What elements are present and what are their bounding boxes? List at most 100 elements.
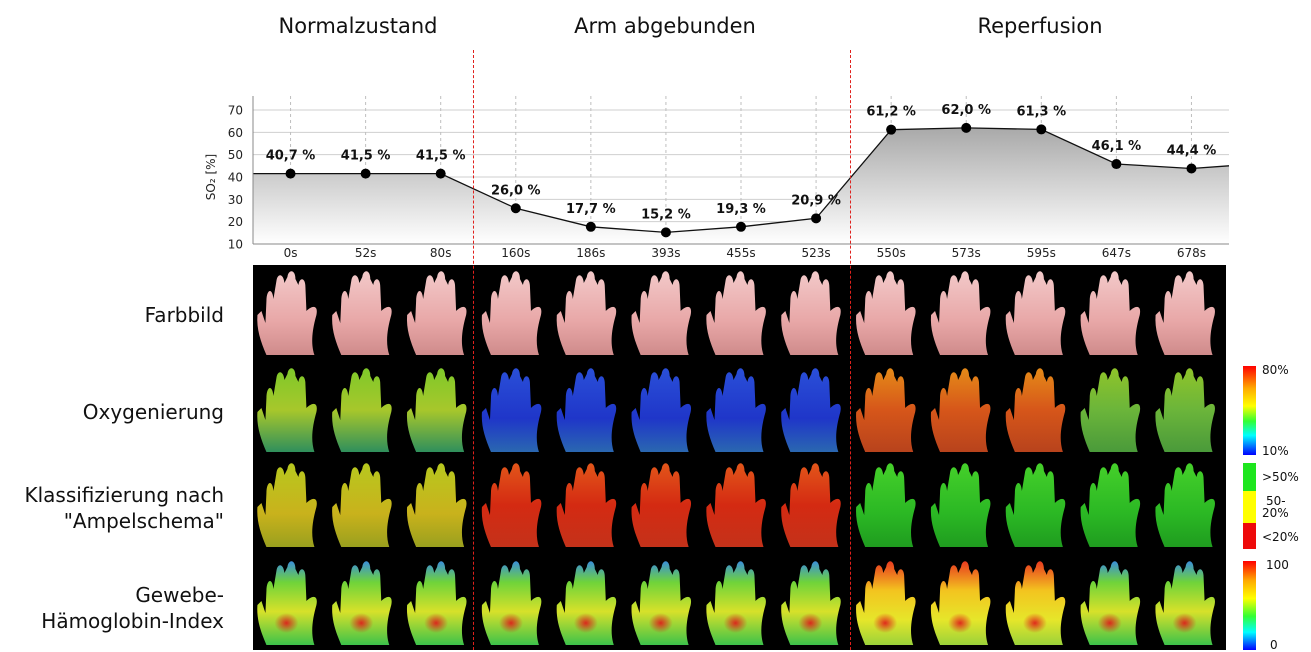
data-label: 19,3 % <box>716 202 766 217</box>
x-tick-label: 523s <box>801 246 830 260</box>
hand-image-grid <box>253 265 1226 650</box>
x-tick-label: 80s <box>430 246 452 260</box>
hand-image-haemoglobin <box>1155 561 1215 645</box>
oxy-scale-bottom: 10% <box>1262 444 1289 458</box>
x-tick-label: 186s <box>576 246 605 260</box>
hand-image-ampel <box>930 463 991 547</box>
data-label: 40,7 % <box>266 149 316 164</box>
hand-image-haemoglobin <box>631 561 692 645</box>
hand-image-haemoglobin <box>406 561 467 645</box>
data-label: 44,4 % <box>1167 144 1217 159</box>
data-label: 41,5 % <box>341 149 391 164</box>
data-point <box>1036 124 1047 135</box>
y-tick-label: 70 <box>228 104 243 118</box>
data-point <box>510 203 521 214</box>
so2-area-fill <box>253 127 1229 244</box>
y-tick-label: 40 <box>228 171 243 185</box>
x-tick-label: 0s <box>284 246 298 260</box>
hand-image-ampel <box>856 463 916 547</box>
hand-image-farbbild <box>481 271 542 355</box>
hand-image-haemoglobin <box>856 561 916 645</box>
hand-image-oxygenierung <box>257 368 317 452</box>
hand-image-farbbild <box>1080 271 1141 355</box>
data-label: 15,2 % <box>641 207 691 222</box>
hand-image-haemoglobin <box>1080 561 1141 645</box>
hand-image-oxygenierung <box>556 368 617 452</box>
hand-image-ampel <box>406 463 467 547</box>
data-label: 61,3 % <box>1016 104 1066 119</box>
data-label: 17,7 % <box>566 202 616 217</box>
hand-image-haemoglobin <box>332 561 392 645</box>
data-point <box>585 221 596 232</box>
hand-image-farbbild <box>556 271 617 355</box>
hand-image-haemoglobin <box>257 561 317 645</box>
hand-image-farbbild <box>930 271 991 355</box>
ampel-label-red: <20% <box>1262 530 1299 544</box>
hand-image-oxygenierung <box>1080 368 1141 452</box>
hand-image-oxygenierung <box>1005 368 1066 452</box>
y-tick-label: 20 <box>228 215 243 229</box>
chart-axes <box>252 96 1229 245</box>
hand-palm-highlight <box>648 613 673 633</box>
y-tick-label: 30 <box>228 193 243 207</box>
hand-image-farbbild <box>1005 271 1066 355</box>
oxy-scale-top: 80% <box>1262 363 1289 377</box>
hand-palm-highlight <box>498 613 523 633</box>
row-label-farbbild: Farbbild <box>144 303 224 327</box>
hand-image-ampel <box>481 463 542 547</box>
x-tick-label: 550s <box>877 246 906 260</box>
x-tick-label: 595s <box>1027 246 1056 260</box>
so2-line-chart: 10 20 30 40 50 60 70 SO₂ [%] 40,7 % 0s 41,5 % 52s 41… <box>204 96 1230 260</box>
ampel-label-yellow-1: 50- <box>1266 494 1286 508</box>
hand-image-farbbild <box>406 271 467 355</box>
hand-image-ampel <box>631 463 692 547</box>
hand-image-farbbild <box>1155 271 1215 355</box>
hand-image-haemoglobin <box>481 561 542 645</box>
data-label: 61,2 % <box>866 105 916 120</box>
data-label: 46,1 % <box>1092 139 1142 154</box>
hand-image-haemoglobin <box>1005 561 1066 645</box>
x-tick-label: 52s <box>355 246 377 260</box>
thi-scale-top: 100 <box>1266 558 1289 572</box>
x-tick-label: 647s <box>1102 246 1131 260</box>
hand-palm-highlight <box>1172 613 1197 633</box>
hand-image-farbbild <box>332 271 392 355</box>
oxygenation-colorbar <box>1243 366 1256 455</box>
phase-title-normal: Normalzustand <box>278 14 438 38</box>
data-point <box>1186 163 1197 174</box>
hand-image-oxygenierung <box>856 368 916 452</box>
ampel-label-green: >50% <box>1262 470 1299 484</box>
data-point <box>1111 159 1122 170</box>
hand-image-ampel <box>1155 463 1215 547</box>
data-point <box>961 122 972 133</box>
hand-image-haemoglobin <box>930 561 991 645</box>
x-tick-label: 573s <box>952 246 981 260</box>
row-label-klassifizierung-1: Klassifizierung nach <box>24 483 224 507</box>
hand-image-oxygenierung <box>631 368 692 452</box>
row-label-gewebe-2: Hämoglobin-Index <box>41 609 224 633</box>
separator-normal-arm <box>473 50 474 650</box>
phase-title-arm-abgebunden: Arm abgebunden <box>574 14 756 38</box>
hand-palm-highlight <box>349 613 374 633</box>
row-label-oxygenierung: Oxygenierung <box>82 400 224 424</box>
hand-image-haemoglobin <box>556 561 617 645</box>
data-point <box>285 168 296 179</box>
thi-colorbar <box>1243 561 1256 650</box>
hand-palm-highlight <box>798 613 823 633</box>
y-tick-label: 50 <box>228 148 243 162</box>
row-label-klassifizierung-2: "Ampelschema" <box>63 509 224 533</box>
hand-image-ampel <box>1080 463 1141 547</box>
hand-image-farbbild <box>706 271 766 355</box>
chart-points <box>285 122 1197 238</box>
hand-image-oxygenierung <box>332 368 392 452</box>
data-point <box>736 221 746 232</box>
hand-image-oxygenierung <box>781 368 841 452</box>
hand-image-haemoglobin <box>706 561 766 645</box>
data-point <box>435 168 446 179</box>
ampel-red-swatch <box>1243 523 1256 549</box>
data-point <box>811 213 822 224</box>
hand-palm-highlight <box>274 613 299 633</box>
y-tick-label: 60 <box>228 126 243 140</box>
hand-image-ampel <box>556 463 617 547</box>
thi-scale-bottom: 0 <box>1270 638 1278 652</box>
